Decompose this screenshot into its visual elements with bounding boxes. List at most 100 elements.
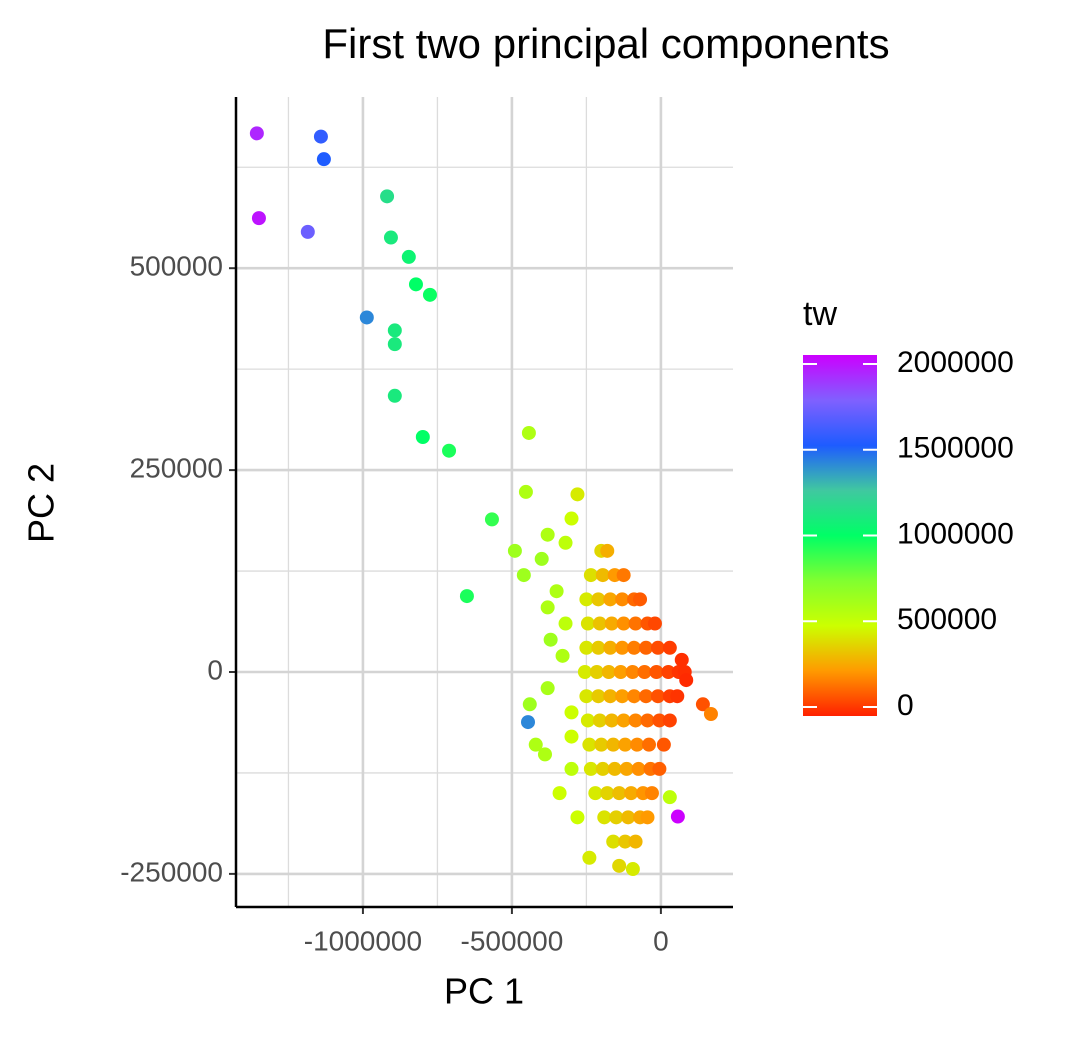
point — [615, 689, 630, 704]
point — [612, 786, 627, 801]
point — [662, 640, 677, 655]
point — [615, 640, 630, 655]
point — [627, 689, 642, 704]
point — [640, 810, 655, 825]
y-axis-title: PC 2 — [21, 463, 62, 543]
point — [537, 747, 552, 762]
point — [580, 616, 595, 631]
point — [582, 737, 597, 752]
y-tick-label: -250000 — [120, 856, 223, 887]
point — [641, 737, 656, 752]
y-tick-label: 0 — [207, 654, 223, 685]
point — [649, 664, 664, 679]
point — [606, 834, 621, 849]
point — [661, 664, 676, 679]
x-tick-label: 0 — [653, 925, 669, 956]
point — [591, 689, 606, 704]
point — [595, 568, 610, 583]
point — [387, 337, 402, 352]
point — [638, 640, 653, 655]
point — [627, 640, 642, 655]
point — [633, 592, 648, 607]
point — [619, 761, 634, 776]
point — [628, 616, 643, 631]
point — [588, 786, 603, 801]
point — [558, 535, 573, 550]
point — [616, 616, 631, 631]
point — [604, 713, 619, 728]
point — [521, 715, 536, 730]
point — [601, 664, 616, 679]
point — [652, 713, 667, 728]
point — [616, 713, 631, 728]
point — [670, 809, 685, 824]
point — [662, 713, 677, 728]
point — [540, 527, 555, 542]
point — [570, 810, 585, 825]
point — [570, 487, 585, 502]
point — [528, 737, 543, 752]
point — [577, 664, 592, 679]
x-tick-label: -500000 — [461, 925, 564, 956]
point — [607, 761, 622, 776]
point — [637, 664, 652, 679]
point — [695, 697, 710, 712]
point — [618, 834, 633, 849]
point — [543, 632, 558, 647]
point — [415, 429, 430, 444]
point — [580, 713, 595, 728]
point — [516, 568, 531, 583]
point — [564, 705, 579, 720]
point — [300, 224, 315, 239]
colorbar-label: 0 — [897, 689, 914, 722]
point — [603, 640, 618, 655]
point — [522, 697, 537, 712]
point — [313, 129, 328, 144]
point — [592, 713, 607, 728]
colorbar-label: 500000 — [897, 603, 997, 636]
point — [549, 584, 564, 599]
point — [534, 551, 549, 566]
point — [650, 640, 665, 655]
colorbar-label: 1000000 — [897, 517, 1014, 550]
point — [564, 511, 579, 526]
point — [540, 681, 555, 696]
x-axis-title: PC 1 — [444, 971, 524, 1012]
point — [583, 568, 598, 583]
point — [484, 512, 499, 527]
y-tick-label: 500000 — [130, 251, 223, 282]
point — [628, 713, 643, 728]
point — [630, 737, 645, 752]
point — [583, 761, 598, 776]
point — [518, 484, 533, 499]
x-tick-label: -1000000 — [304, 925, 422, 956]
point — [679, 673, 694, 688]
point — [638, 689, 653, 704]
point — [558, 616, 573, 631]
point — [618, 737, 633, 752]
point — [656, 737, 671, 752]
point — [640, 713, 655, 728]
point — [507, 543, 522, 558]
point — [564, 729, 579, 744]
point — [591, 640, 606, 655]
point — [579, 640, 594, 655]
point — [401, 249, 416, 264]
point — [670, 689, 685, 704]
point — [589, 664, 604, 679]
point — [387, 323, 402, 338]
point — [582, 850, 597, 865]
point — [251, 211, 266, 226]
point — [422, 287, 437, 302]
colorbar-label: 1500000 — [897, 432, 1014, 465]
point — [609, 810, 624, 825]
y-tick-label: 250000 — [130, 452, 223, 483]
point — [552, 786, 567, 801]
point — [650, 689, 665, 704]
legend-title: tw — [803, 295, 837, 333]
point — [249, 126, 264, 141]
point — [579, 689, 594, 704]
point — [625, 862, 640, 877]
point — [408, 277, 423, 292]
point — [600, 786, 615, 801]
